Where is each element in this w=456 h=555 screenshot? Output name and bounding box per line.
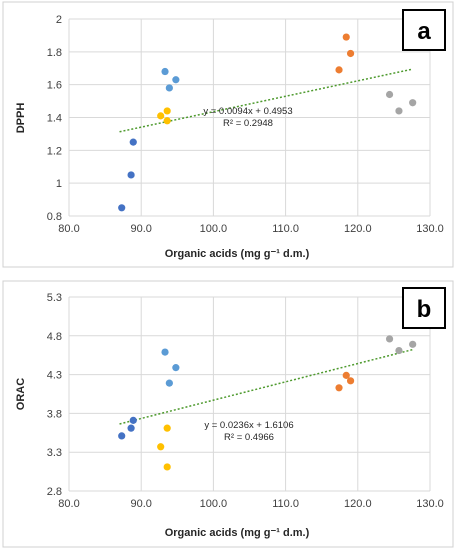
data-point [342, 33, 350, 41]
data-point [409, 99, 417, 107]
panel-b-equation: y = 0.0236x + 1.6106 [204, 420, 293, 431]
data-point [395, 107, 403, 115]
data-point [165, 379, 173, 387]
y-tick-label: 3.8 [47, 408, 62, 420]
panel-b-r-squared: R² = 0.4966 [224, 432, 274, 443]
panel-a-points [118, 33, 417, 212]
data-point [163, 117, 171, 125]
data-point [335, 66, 343, 74]
panel-b-gridlines [68, 296, 431, 492]
panel-b-y-ticks: 2.8 3.3 3.8 4.3 4.8 5.3 [47, 292, 62, 498]
panel-a-label: a [417, 18, 431, 45]
x-tick-label: 100.0 [200, 498, 228, 510]
data-point [335, 384, 343, 392]
data-point [129, 138, 137, 146]
y-tick-label: 1.6 [47, 80, 62, 92]
y-tick-label: 3.3 [47, 447, 62, 459]
y-tick-label: 1 [56, 178, 62, 190]
data-point [161, 348, 169, 356]
panel-b-y-axis-title: ORAC [15, 378, 27, 410]
y-tick-label: 4.8 [47, 331, 62, 343]
data-point [118, 204, 126, 212]
y-tick-label: 1.4 [47, 113, 62, 125]
panel-b-x-ticks: 80.0 90.0 100.0 110.0 120.0 130.0 [58, 498, 443, 510]
panel-a-x-axis-title: Organic acids (mg g⁻¹ d.m.) [165, 248, 310, 260]
x-tick-label: 130.0 [416, 498, 444, 510]
data-point [172, 76, 180, 84]
x-tick-label: 120.0 [344, 223, 372, 235]
data-point [395, 346, 403, 355]
panel-b-label-box [402, 287, 446, 329]
panel-a-gridlines [68, 18, 431, 217]
data-point [127, 171, 135, 179]
panel-b-points [118, 335, 417, 471]
data-point [172, 364, 180, 372]
panel-a-x-ticks: 80.0 90.0 100.0 110.0 120.0 130.0 [58, 223, 443, 235]
data-point [161, 67, 169, 76]
x-tick-label: 110.0 [272, 498, 299, 510]
panel-b-trendline [119, 348, 413, 425]
x-tick-label: 80.0 [58, 498, 79, 510]
data-point [157, 443, 165, 451]
x-tick-label: 90.0 [130, 498, 151, 510]
y-tick-label: 0.8 [47, 211, 62, 223]
panel-a-y-axis-title: DPPH [15, 103, 27, 134]
data-point [165, 84, 173, 92]
panel-a-label-box [402, 9, 446, 51]
panel-b-frame [2, 280, 454, 548]
panel-a-frame [2, 1, 454, 268]
data-point [385, 90, 394, 99]
data-point [163, 463, 171, 471]
panel-b: 2.8 3.3 3.8 4.3 4.8 5.3 80.0 90.0 100.0 110.0 120… [2, 280, 454, 548]
data-point [163, 107, 171, 115]
data-point [409, 340, 417, 348]
x-tick-label: 80.0 [58, 223, 79, 235]
data-point [118, 432, 126, 440]
panel-a-equation: y = 0.0094x + 0.4953 [203, 106, 292, 117]
panel-a: 0.8 1 1.2 1.4 1.6 1.8 2 80.0 90.0 100.0 110.0 120.… [2, 1, 454, 268]
x-tick-label: 90.0 [130, 223, 151, 235]
panel-a-r-squared: R² = 0.2948 [223, 118, 273, 129]
data-point [346, 49, 355, 58]
y-tick-label: 1.2 [47, 145, 62, 157]
data-point [163, 424, 171, 432]
y-tick-label: 2 [56, 14, 62, 26]
x-tick-label: 100.0 [200, 223, 228, 235]
y-tick-label: 2.8 [47, 486, 62, 498]
data-point [157, 112, 165, 120]
data-point [129, 416, 137, 424]
panel-b-x-axis-title: Organic acids (mg g⁻¹ d.m.) [165, 527, 310, 539]
y-tick-label: 4.3 [47, 370, 62, 382]
x-tick-label: 120.0 [344, 498, 372, 510]
data-point [127, 424, 135, 432]
x-tick-label: 110.0 [272, 223, 299, 235]
data-point [346, 377, 355, 385]
data-point [385, 335, 394, 343]
data-point [342, 371, 350, 379]
panel-a-y-ticks: 0.8 1 1.2 1.4 1.6 1.8 2 [47, 14, 62, 223]
y-tick-label: 5.3 [47, 292, 62, 304]
panel-b-label: b [417, 296, 432, 323]
y-tick-label: 1.8 [47, 47, 62, 59]
x-tick-label: 130.0 [416, 223, 444, 235]
